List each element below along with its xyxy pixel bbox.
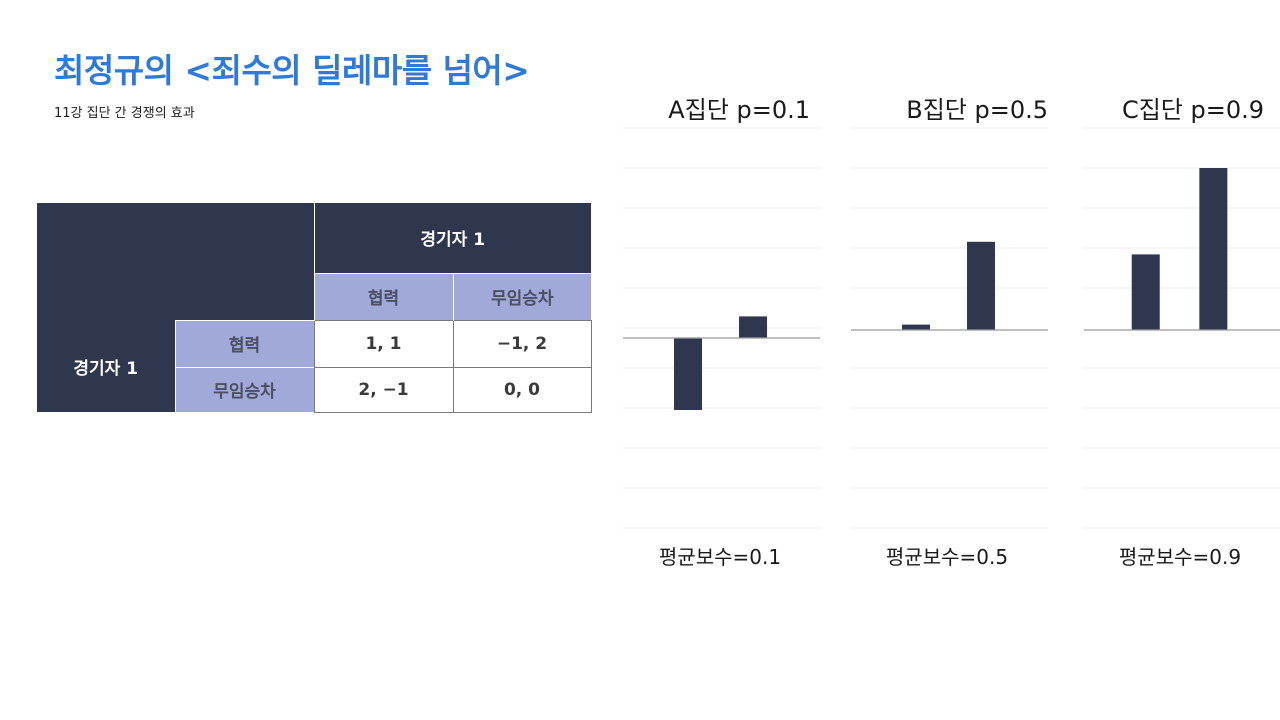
- column-player-label: 경기자 1: [313, 203, 591, 273]
- bar-a-cooperate: [674, 338, 703, 410]
- chart-caption-a: 평균보수=0.1: [658, 545, 782, 569]
- chart-title-a: A집단 p=0.1: [668, 96, 810, 124]
- column-strategy-cooperate: 협력: [313, 272, 453, 320]
- page-title: 최정규의 <죄수의 딜레마를 넘어>: [54, 51, 530, 90]
- payoff-cell: −1, 2: [452, 319, 592, 368]
- page-subtitle: 11강 집단 간 경쟁의 효과: [54, 106, 195, 121]
- payoff-cell: 2, −1: [313, 366, 454, 413]
- bar-chart-a: [623, 127, 820, 529]
- row-strategy-freeride: 무임승차: [174, 366, 314, 412]
- chart-caption-b: 평균보수=0.5: [885, 545, 1009, 569]
- bar-c-cooperate: [1131, 254, 1160, 330]
- row-player-label: 경기자 1: [37, 320, 175, 412]
- bar-chart-b: [851, 127, 1048, 529]
- column-strategy-freeride: 무임승차: [452, 272, 591, 320]
- bar-chart-c: [1084, 127, 1280, 529]
- chart-title-c: C집단 p=0.9: [1121, 96, 1264, 124]
- row-strategy-cooperate: 협력: [174, 319, 314, 367]
- chart-caption-c: 평균보수=0.9: [1118, 545, 1242, 569]
- payoff-cell: 0, 0: [452, 366, 592, 413]
- bar-b-cooperate: [902, 324, 931, 330]
- payoff-cell: 1, 1: [313, 319, 454, 368]
- chart-title-b: B집단 p=0.5: [906, 96, 1048, 124]
- matrix-corner: [37, 203, 314, 320]
- bar-c-freeride: [1199, 168, 1228, 330]
- payoff-matrix: 경기자 1 협력 무임승차 경기자 1 협력 1, 1 −1, 2 무임승차 2…: [37, 203, 592, 413]
- bar-a-freeride: [739, 316, 768, 338]
- bar-b-freeride: [967, 241, 996, 330]
